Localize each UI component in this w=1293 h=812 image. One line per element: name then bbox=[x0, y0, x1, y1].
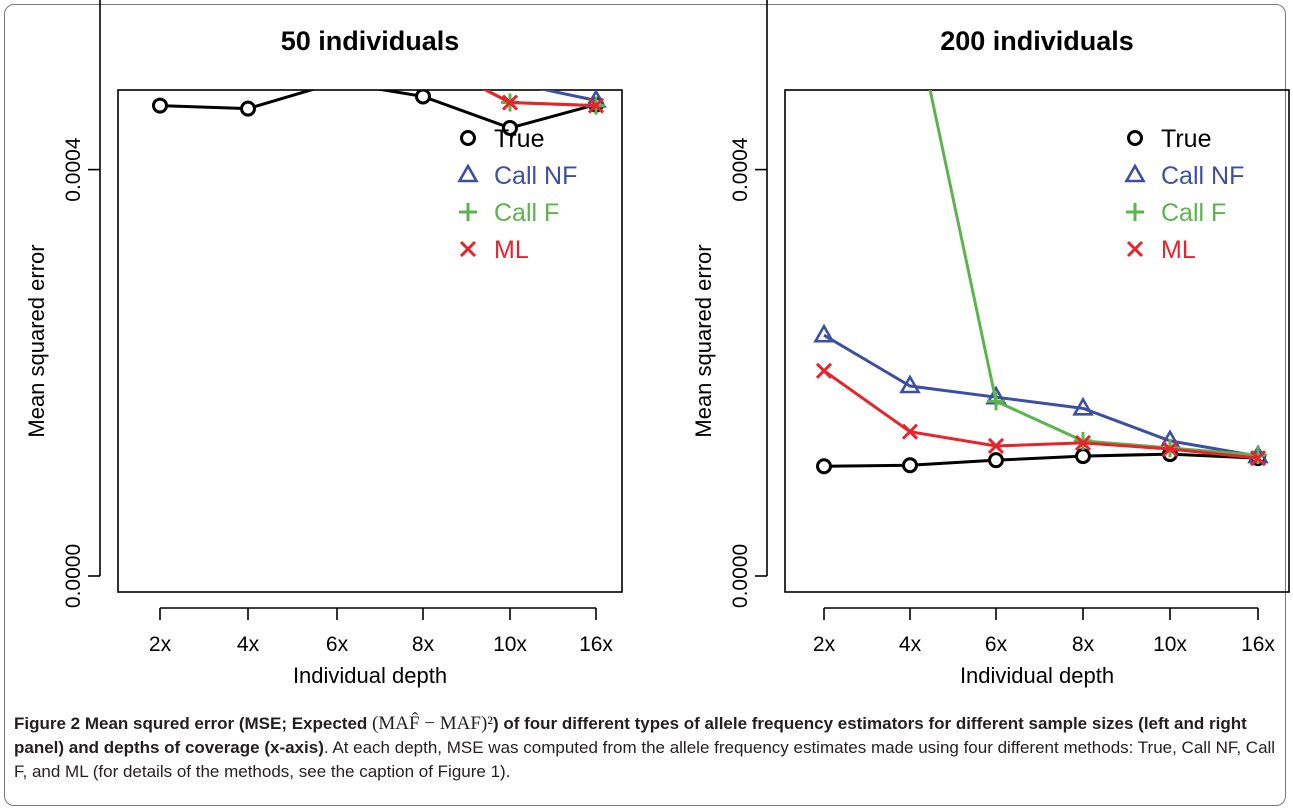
data-point bbox=[1249, 446, 1267, 465]
y-tick-label: 0.0000 bbox=[62, 544, 85, 608]
x-tick-label: 4x bbox=[237, 633, 260, 656]
data-point bbox=[415, 6, 432, 21]
x-tick-label: 10x bbox=[493, 633, 527, 656]
chart-title: 50 individuals bbox=[281, 26, 460, 56]
data-point bbox=[901, 0, 919, 4]
series-line bbox=[928, 90, 1259, 457]
data-point bbox=[813, 323, 835, 343]
data-point bbox=[901, 423, 919, 440]
x-tick-label: 10x bbox=[1153, 633, 1187, 656]
data-point bbox=[1072, 396, 1094, 416]
series-line bbox=[823, 333, 1259, 458]
legend-label: ML bbox=[1161, 236, 1196, 264]
x-tick-label: 16x bbox=[1241, 633, 1275, 656]
series-line bbox=[482, 90, 597, 108]
series-call-nf bbox=[813, 323, 1269, 464]
series-line bbox=[823, 369, 1259, 460]
data-point bbox=[987, 392, 1005, 411]
legend-label: Call F bbox=[1161, 199, 1226, 227]
plot-data bbox=[813, 0, 1269, 475]
figure-frame bbox=[4, 4, 1286, 806]
panel-200-individuals: 200 individuals0.00000.00040.00080.00012… bbox=[691, 0, 1290, 688]
x-tick-label: 2x bbox=[813, 633, 836, 656]
x-tick-label: 6x bbox=[985, 633, 1008, 656]
data-point bbox=[1075, 448, 1091, 465]
legend-call-nf-icon bbox=[457, 163, 479, 183]
y-tick-label: 0.0004 bbox=[729, 137, 752, 202]
figure-charts: 50 individuals0.00000.00040.00080.00012M… bbox=[24, 0, 1290, 688]
figure-caption: Figure 2 Mean squred error (MSE; Expecte… bbox=[14, 712, 1276, 784]
x-tick-label: 2x bbox=[149, 633, 172, 656]
series-line bbox=[159, 90, 597, 130]
x-tick-label: 8x bbox=[1072, 633, 1095, 656]
data-point bbox=[1074, 434, 1092, 451]
data-point bbox=[587, 97, 605, 114]
x-axis-label: Individual depth bbox=[293, 663, 447, 688]
legend-ml-icon bbox=[459, 240, 477, 258]
series-ml bbox=[330, 0, 605, 114]
x-tick-label: 4x bbox=[899, 633, 922, 656]
legend-ml-icon bbox=[1126, 240, 1144, 258]
data-point bbox=[415, 90, 431, 105]
data-point bbox=[152, 97, 168, 114]
data-point bbox=[815, 362, 833, 379]
x-tick-label: 8x bbox=[412, 633, 435, 656]
plot-area-border bbox=[117, 89, 623, 593]
data-point bbox=[330, 0, 344, 8]
data-point bbox=[902, 457, 918, 474]
caption-formula: (MAF̂ − MAF)² bbox=[372, 713, 493, 734]
plot-area-border bbox=[784, 89, 1290, 593]
data-point bbox=[335, 90, 339, 91]
legend-call-nf-icon bbox=[1124, 163, 1146, 183]
y-axis-label: Mean squared error bbox=[24, 244, 49, 437]
y-tick-label: 0.0000 bbox=[729, 544, 752, 608]
series-call-f bbox=[901, 0, 1267, 465]
legend-label: True bbox=[494, 125, 544, 153]
data-point bbox=[1161, 440, 1179, 458]
data-point bbox=[899, 374, 921, 394]
y-axis-label: Mean squared error bbox=[691, 244, 716, 437]
y-tick-label: 0.0004 bbox=[62, 137, 85, 202]
data-point bbox=[816, 458, 832, 475]
series-line bbox=[823, 452, 1259, 468]
legend-call-f-icon bbox=[459, 203, 477, 221]
legend-true-icon bbox=[460, 130, 476, 146]
legend: True Call NF Call F ML bbox=[1124, 125, 1244, 264]
caption-title-part2: ) of four different types of allele freq… bbox=[14, 714, 1247, 757]
legend: True Call NF Call F ML bbox=[457, 125, 577, 264]
legend-label: Call F bbox=[494, 199, 559, 227]
series-ml bbox=[815, 362, 1267, 467]
data-point bbox=[988, 452, 1004, 469]
legend-label: Call NF bbox=[1161, 162, 1244, 190]
x-axis: 2x 4x 6x 8x 10x 16x Individual depth bbox=[149, 607, 613, 688]
x-tick-label: 6x bbox=[326, 633, 349, 656]
data-point bbox=[502, 73, 519, 88]
data-point bbox=[502, 119, 518, 136]
chart-title: 200 individuals bbox=[940, 26, 1134, 56]
plot-data bbox=[152, 0, 607, 136]
caption-label: Figure 2 bbox=[14, 714, 81, 733]
legend-label: ML bbox=[494, 236, 529, 264]
data-point bbox=[240, 100, 256, 117]
x-axis: 2x 4x 6x 8x 10x 16x Individual depth bbox=[813, 607, 1275, 688]
legend-label: Call NF bbox=[494, 162, 577, 190]
legend-call-f-icon bbox=[1126, 203, 1144, 221]
caption-title-part1: Mean squred error (MSE; Expected bbox=[80, 714, 373, 733]
caption-body: . At each depth, MSE was computed from t… bbox=[14, 738, 1276, 781]
data-point bbox=[501, 94, 519, 111]
legend-true-icon bbox=[1127, 130, 1143, 146]
legend-label: True bbox=[1161, 125, 1211, 153]
data-point bbox=[1249, 450, 1267, 467]
data-point bbox=[987, 437, 1005, 455]
panel-50-individuals: 50 individuals0.00000.00040.00080.00012M… bbox=[24, 0, 623, 688]
x-axis-label: Individual depth bbox=[960, 663, 1114, 688]
x-tick-label: 16x bbox=[579, 633, 613, 656]
